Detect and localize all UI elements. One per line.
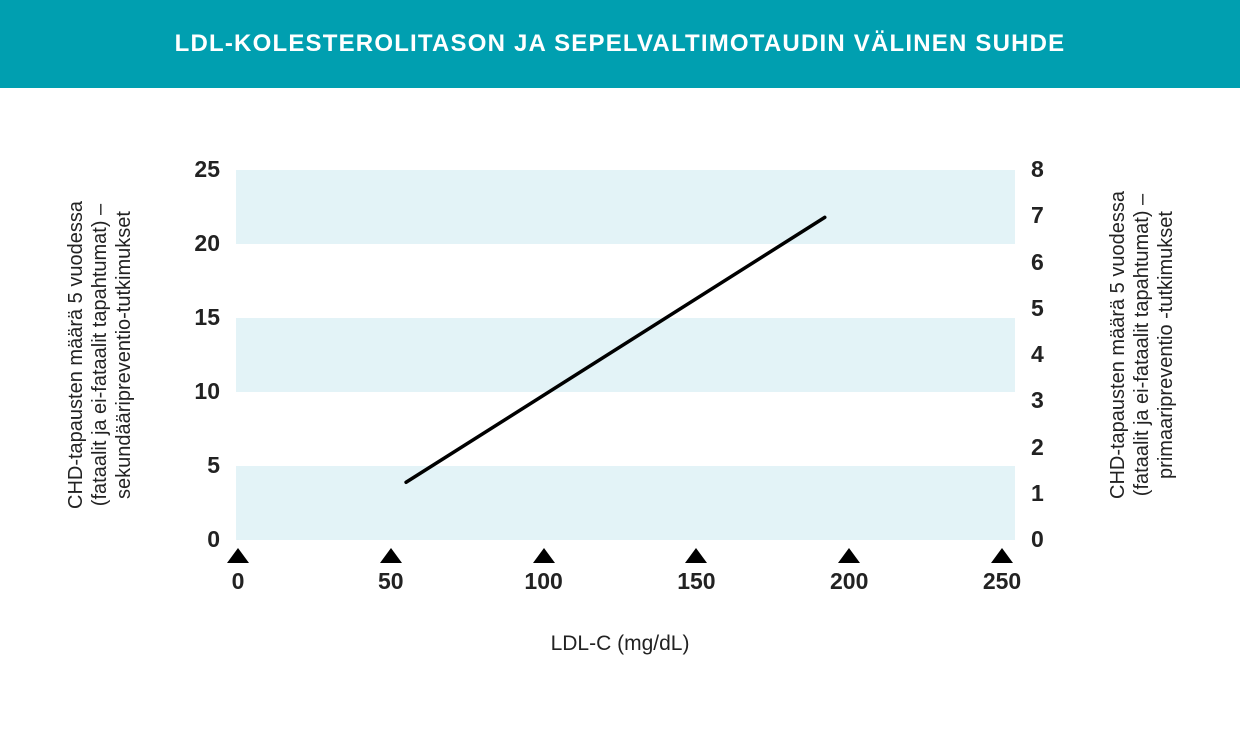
y-tick-left: 25	[194, 156, 220, 182]
y-axis-label-left: CHD-tapausten määrä 5 vuodessa (fataalit …	[65, 201, 135, 509]
title-banner: LDL-KOLESTEROLITASON JA SEPELVALTIMOTAUD…	[0, 0, 1240, 88]
x-tick-marker-icon	[685, 548, 708, 563]
x-tick-marker-icon	[532, 548, 555, 563]
y-tick-right: 4	[1031, 341, 1044, 367]
x-tick-marker-icon	[379, 548, 402, 563]
y-tick-left: 20	[194, 230, 220, 256]
y-tick-right: 5	[1031, 294, 1044, 321]
x-tick: 250	[982, 568, 1022, 594]
chart-title: LDL-KOLESTEROLITASON JA SEPELVALTIMOTAUD…	[174, 30, 1066, 57]
y-tick-right: 0	[1031, 526, 1044, 552]
grid-band	[236, 318, 1015, 392]
y-tick-right: 8	[1031, 156, 1044, 182]
x-tick: 50	[378, 568, 404, 594]
y-axis-label-right: CHD-tapausten määrä 5 vuodessa (fataalit …	[1107, 191, 1177, 499]
data-line	[404, 215, 827, 485]
grid-band	[236, 466, 1015, 540]
y-tick-left: 0	[207, 526, 220, 552]
y-tick-right: 6	[1031, 248, 1044, 275]
y-tick-left: 5	[207, 452, 220, 478]
x-tick-marker-icon	[991, 548, 1013, 563]
y-tick-right: 2	[1031, 433, 1044, 460]
y-tick-right: 7	[1031, 202, 1044, 229]
x-tick-marker-icon	[838, 548, 861, 563]
y-tick-right: 3	[1031, 387, 1044, 414]
y-tick-right: 1	[1031, 479, 1044, 506]
x-tick: 100	[524, 568, 563, 594]
y-tick-left: 15	[194, 304, 220, 330]
y-tick-left: 10	[194, 378, 220, 404]
x-axis-label: LDL-C (mg/dL)	[550, 632, 690, 655]
x-tick: 0	[231, 568, 245, 594]
grid-band	[236, 170, 1015, 244]
x-tick: 150	[677, 568, 716, 594]
x-tick-marker-icon	[227, 548, 249, 563]
x-tick: 200	[830, 568, 869, 594]
